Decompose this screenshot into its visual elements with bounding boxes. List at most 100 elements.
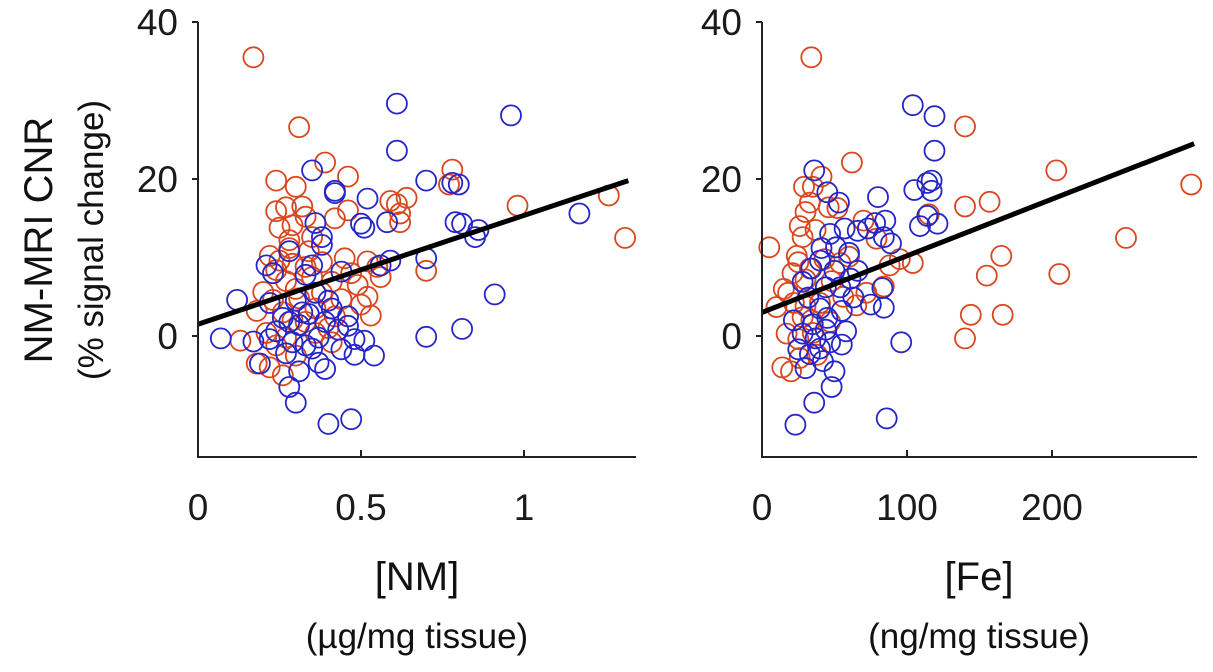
data-point-blue — [923, 139, 946, 162]
x-axis-units-fe: (ng/mg tissue) — [868, 617, 1090, 656]
data-point-blue — [385, 92, 408, 115]
y-tick-label: 0 — [721, 316, 742, 357]
data-point-blue — [281, 331, 304, 354]
data-point-blue — [278, 240, 301, 263]
data-point-orange — [389, 211, 412, 234]
data-point-blue — [356, 187, 379, 210]
data-point-blue — [809, 337, 831, 360]
y-tick-label: 40 — [701, 2, 742, 43]
data-point-blue — [317, 289, 340, 312]
panel-fe: 0 100 200 0 20 40 [Fe] (ng/mg tissue) — [701, 2, 1203, 656]
data-point-blue — [903, 179, 926, 201]
data-point-blue — [828, 191, 850, 214]
data-point-blue — [314, 358, 337, 380]
data-point-orange — [310, 251, 333, 274]
data-point-orange — [765, 296, 788, 318]
data-point-blue — [350, 212, 372, 235]
data-point-blue — [337, 314, 359, 337]
data-point-blue — [288, 360, 311, 383]
ticks-fe: 0 100 200 0 20 40 — [701, 2, 1083, 528]
y-tick-label: 0 — [157, 316, 178, 357]
scatter-points-fe — [758, 46, 1203, 436]
data-point-blue — [307, 351, 330, 374]
data-point-blue — [846, 219, 869, 242]
data-point-blue — [451, 317, 474, 340]
x-tick-label: 100 — [876, 487, 938, 528]
data-point-blue — [825, 236, 847, 259]
data-point-blue — [376, 211, 399, 234]
data-point-blue — [248, 352, 271, 375]
data-point-orange — [1048, 263, 1071, 285]
data-point-blue — [317, 412, 340, 435]
data-point-orange — [278, 229, 301, 252]
data-point-orange — [258, 356, 281, 379]
data-point-blue — [255, 254, 278, 277]
data-point-blue — [304, 212, 327, 234]
data-point-blue — [920, 179, 943, 202]
data-point-orange — [359, 304, 382, 327]
data-point-blue — [875, 407, 898, 430]
panel-nm: 0 0.5 1 0 20 40 [NM] (µg/mg tissue) NM-MRI CN… — [17, 2, 636, 656]
data-point-orange — [794, 201, 817, 223]
data-point-blue — [291, 301, 314, 324]
data-point-orange — [817, 196, 840, 219]
data-point-orange — [959, 303, 982, 326]
data-point-blue — [278, 376, 301, 398]
data-point-blue — [415, 325, 438, 348]
x-tick-label: 0.5 — [335, 487, 386, 528]
data-point-orange — [758, 236, 781, 259]
data-point-blue — [242, 330, 265, 353]
x-tick-label: 0 — [188, 487, 209, 528]
data-point-blue — [262, 262, 284, 285]
data-point-blue — [804, 327, 827, 350]
data-point-blue — [859, 293, 882, 316]
data-point-blue — [353, 216, 376, 239]
data-point-blue — [835, 320, 857, 343]
data-point-orange — [614, 226, 636, 249]
data-point-orange — [832, 285, 855, 308]
data-point-orange — [337, 165, 359, 188]
data-point-blue — [353, 329, 376, 352]
data-point-blue — [810, 237, 833, 260]
data-point-orange — [337, 199, 359, 222]
data-point-orange — [841, 151, 863, 174]
data-point-orange — [1180, 173, 1203, 196]
data-point-blue — [803, 159, 826, 182]
x-tick-label: 200 — [1021, 487, 1083, 528]
data-point-orange — [978, 190, 1001, 213]
data-point-blue — [271, 306, 294, 329]
data-point-orange — [265, 200, 288, 223]
data-point-blue — [258, 328, 281, 351]
data-point-orange — [809, 292, 831, 314]
data-point-blue — [820, 376, 843, 398]
data-point-orange — [788, 215, 811, 238]
data-point-orange — [438, 173, 460, 196]
data-point-orange — [772, 277, 795, 300]
data-point-blue — [307, 326, 330, 349]
data-point-orange — [991, 303, 1014, 326]
data-point-blue — [871, 277, 894, 300]
data-point-blue — [872, 296, 895, 319]
y-tick-label: 20 — [137, 159, 178, 200]
regression-line-nm — [197, 178, 630, 327]
data-point-blue — [799, 343, 821, 366]
data-point-orange — [245, 299, 268, 322]
data-point-blue — [833, 217, 856, 240]
data-point-orange — [291, 195, 314, 218]
data-point-blue — [310, 226, 333, 249]
data-point-blue — [310, 233, 333, 256]
data-point-orange — [794, 268, 817, 291]
data-point-orange — [369, 266, 392, 289]
data-point-blue — [901, 94, 924, 117]
data-point-blue — [809, 249, 831, 272]
data-point-blue — [294, 263, 317, 286]
data-point-blue — [265, 320, 288, 343]
data-point-orange — [954, 327, 976, 350]
data-point-blue — [483, 283, 506, 306]
data-point-orange — [333, 247, 356, 270]
data-point-blue — [284, 391, 307, 414]
data-point-orange — [242, 46, 265, 69]
data-point-orange — [340, 262, 363, 285]
data-point-orange — [975, 264, 998, 287]
